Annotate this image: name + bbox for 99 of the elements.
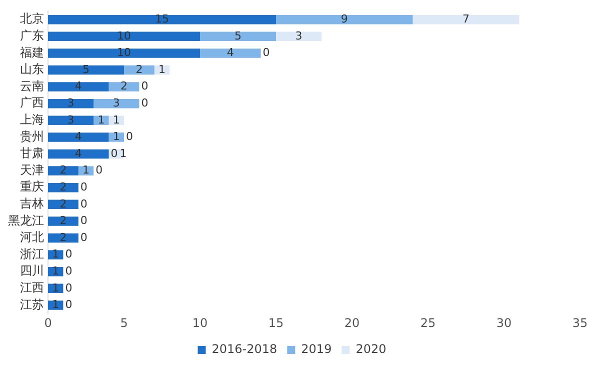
x-tick-label: 35 [572, 316, 588, 330]
data-label: 3 [67, 113, 74, 126]
data-label: 1 [120, 146, 127, 160]
data-label: 2 [136, 62, 143, 76]
data-label: 4 [74, 80, 82, 93]
bar [108, 132, 124, 142]
bar [48, 233, 78, 243]
bar [78, 166, 94, 176]
bar [48, 149, 109, 159]
data-label: 2 [60, 164, 67, 177]
data-label: 1 [52, 264, 60, 278]
bar [48, 14, 276, 24]
data-label: 1 [112, 130, 120, 144]
bar [48, 82, 109, 92]
data-label: 1 [112, 113, 120, 126]
bar [48, 216, 78, 226]
data-label: 3 [112, 96, 120, 110]
data-label: 15 [155, 12, 169, 26]
y-tick-label: 上海 [20, 112, 44, 127]
x-tick-label: 20 [344, 316, 360, 330]
x-tick-label: 0 [44, 316, 52, 330]
data-label: 5 [234, 29, 242, 42]
bar [48, 32, 200, 42]
legend-label: 2020 [356, 342, 386, 356]
bar [276, 32, 322, 42]
data-label: 0 [65, 298, 72, 312]
y-tick-label: 江西 [20, 280, 44, 295]
data-label: 0 [96, 164, 103, 177]
bar [48, 48, 200, 58]
bar [200, 32, 276, 42]
y-tick-label: 山东 [20, 62, 44, 76]
data-label: 0 [80, 214, 88, 228]
bar [48, 166, 78, 176]
bar [200, 48, 261, 58]
data-label: 5 [82, 62, 90, 76]
bar [48, 182, 78, 192]
y-tick-label: 吉林 [20, 196, 44, 211]
x-tick-label: 25 [420, 316, 436, 330]
data-label: 9 [340, 12, 348, 26]
y-tick-label: 四川 [20, 264, 44, 278]
y-tick-label: 北京 [20, 12, 44, 26]
data-label: 1 [52, 248, 60, 261]
x-tick-label: 30 [496, 316, 512, 330]
data-label: 0 [126, 130, 133, 144]
data-label: 0 [141, 96, 148, 110]
data-label: 2 [60, 197, 67, 210]
data-label: 0 [262, 46, 270, 60]
y-tick-label: 江苏 [20, 297, 44, 312]
data-label: 10 [117, 46, 131, 60]
bar [276, 14, 413, 24]
legend-label: 2016-2018 [212, 342, 278, 356]
data-label: 10 [117, 29, 131, 42]
x-tick-label: 15 [268, 316, 284, 330]
data-label: 2 [60, 180, 67, 194]
data-label: 2 [60, 230, 67, 244]
y-tick-label: 河北 [20, 230, 44, 244]
y-tick-label: 广东 [20, 28, 44, 43]
data-label: 0 [80, 197, 88, 210]
bar [124, 65, 154, 75]
data-label: 4 [226, 46, 234, 60]
bar [48, 65, 124, 75]
data-label: 1 [52, 281, 60, 294]
bar [412, 14, 520, 24]
y-tick-label: 甘肃 [20, 146, 44, 160]
data-label: 1 [98, 113, 105, 126]
data-label: 4 [74, 146, 82, 160]
y-tick-label: 黑龙江 [8, 213, 44, 228]
data-label: 3 [67, 96, 74, 110]
data-label: 2 [120, 80, 128, 93]
bar [48, 200, 78, 210]
data-label: 7 [462, 12, 470, 26]
bar [48, 116, 94, 126]
bar [48, 132, 109, 142]
data-label: 1 [52, 298, 60, 312]
y-tick-label: 重庆 [20, 180, 44, 194]
data-label: 0 [80, 230, 88, 244]
data-label: 1 [82, 164, 90, 177]
data-label: 0 [141, 80, 148, 93]
data-label: 0 [65, 264, 72, 278]
bar [94, 98, 140, 108]
x-tick-label: 5 [120, 316, 128, 330]
y-tick-label: 天津 [20, 162, 44, 177]
data-label: 1 [158, 62, 166, 76]
x-tick-label: 10 [192, 316, 208, 330]
y-tick-label: 浙江 [20, 246, 44, 261]
y-tick-label: 福建 [20, 45, 44, 60]
data-label: 2 [60, 214, 67, 228]
data-label: 0 [65, 248, 72, 261]
y-tick-label: 贵州 [20, 129, 44, 144]
data-label: 3 [295, 29, 302, 42]
bar [108, 82, 140, 92]
y-tick-label: 广西 [20, 96, 44, 110]
legend-label: 2019 [301, 342, 332, 356]
y-tick-label: 云南 [20, 78, 44, 93]
data-label: 0 [65, 281, 72, 294]
data-label: 4 [74, 130, 82, 144]
data-label: 0 [80, 180, 88, 194]
data-label: 0 [110, 146, 118, 160]
bar [48, 98, 94, 108]
